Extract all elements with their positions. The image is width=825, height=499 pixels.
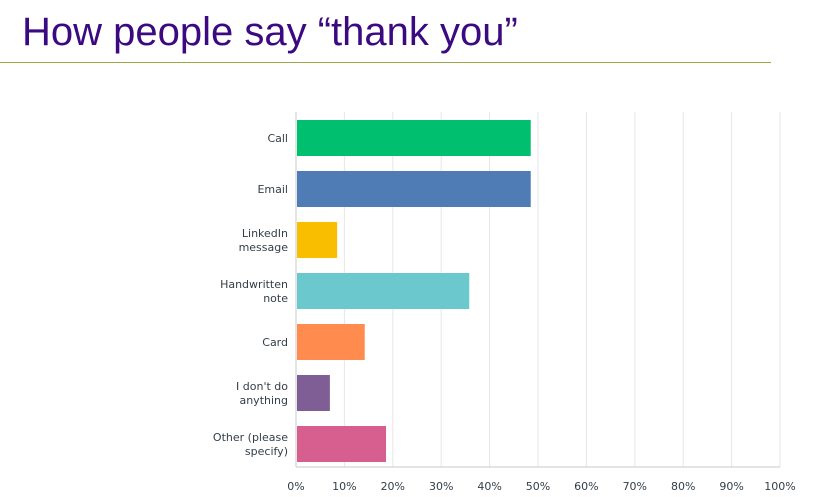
bar (297, 426, 387, 462)
category-label: LinkedIn (242, 227, 288, 240)
category-label: I don't do (236, 380, 288, 393)
axes (295, 112, 780, 468)
category-label: Card (262, 336, 288, 349)
x-tick-label: 80% (671, 480, 695, 493)
slide-title: How people say “thank you” (22, 10, 518, 54)
x-tick-label: 100% (764, 480, 795, 493)
x-tick-label: 40% (477, 480, 501, 493)
x-tick-label: 0% (287, 480, 304, 493)
bar (297, 222, 338, 258)
category-label: Other (please (213, 431, 288, 444)
x-tick-labels: 0% 10% 20% 30% 40% 50% 60% 70% 80% 90% 100% (287, 480, 795, 493)
category-label: specify) (245, 445, 288, 458)
category-label: Email (257, 183, 288, 196)
category-label: Call (267, 132, 288, 145)
x-tick-label: 70% (623, 480, 647, 493)
x-tick-label: 30% (429, 480, 453, 493)
title-divider (0, 62, 771, 63)
x-tick-label: 20% (381, 480, 405, 493)
bar (297, 273, 470, 309)
x-tick-label: 50% (526, 480, 550, 493)
x-tick-label: 90% (719, 480, 743, 493)
bar (297, 171, 531, 207)
bars (297, 120, 531, 462)
category-label: note (263, 292, 288, 305)
bar (297, 375, 330, 411)
category-label: anything (239, 394, 288, 407)
category-label: Handwritten (220, 278, 288, 291)
category-label: message (239, 241, 289, 254)
x-tick-label: 60% (574, 480, 598, 493)
x-tick-label: 10% (332, 480, 356, 493)
bar (297, 324, 365, 360)
bar (297, 120, 531, 156)
